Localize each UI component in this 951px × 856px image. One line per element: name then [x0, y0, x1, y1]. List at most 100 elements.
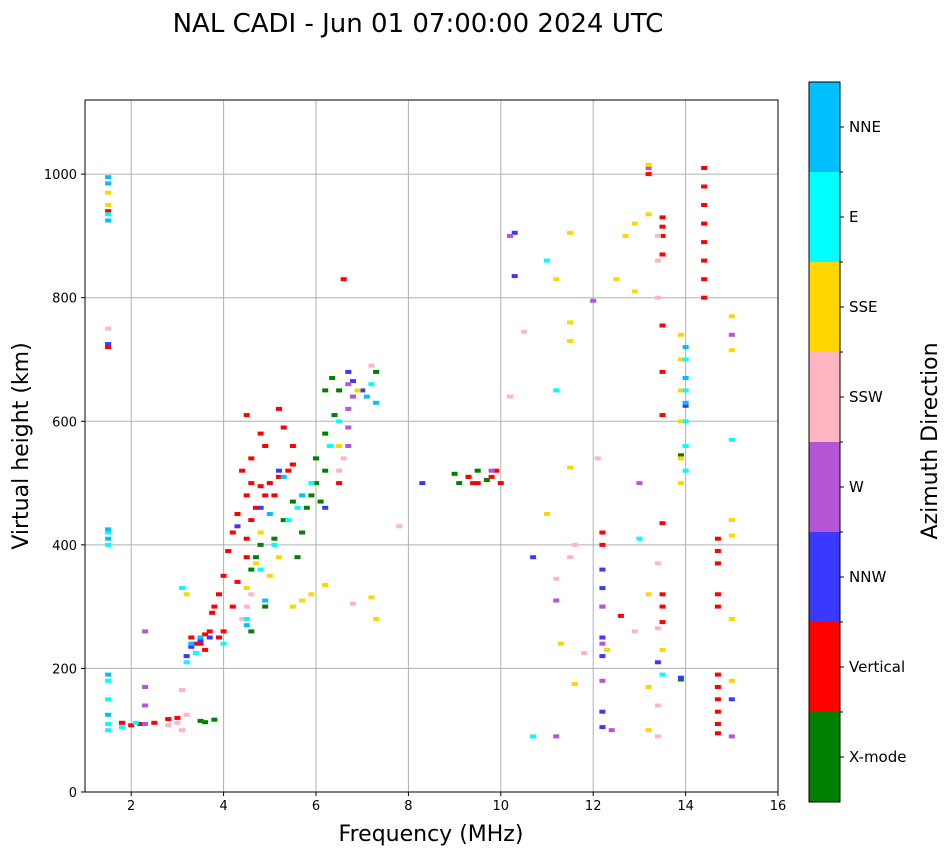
data-point	[659, 592, 666, 597]
data-point	[659, 604, 666, 609]
data-point	[345, 444, 352, 448]
data-point	[728, 697, 735, 702]
data-point	[239, 617, 246, 621]
data-point	[331, 413, 338, 418]
data-point	[682, 376, 689, 380]
data-point	[142, 703, 149, 708]
data-point	[243, 617, 250, 621]
data-point	[553, 734, 560, 739]
data-point	[243, 586, 250, 591]
x-tick-label: 8	[404, 799, 412, 814]
data-point	[252, 561, 259, 566]
data-point	[368, 382, 375, 387]
data-point	[659, 233, 666, 238]
data-point	[728, 332, 735, 337]
data-point	[234, 512, 241, 516]
data-point	[701, 221, 708, 226]
data-point	[262, 604, 269, 609]
data-point	[192, 651, 199, 655]
data-point	[289, 604, 296, 609]
data-point	[659, 369, 666, 374]
colorbar-label: W	[849, 478, 864, 496]
data-point	[216, 635, 222, 640]
data-point	[373, 369, 380, 374]
data-point	[202, 632, 209, 637]
data-point	[645, 166, 652, 170]
data-point	[682, 357, 689, 362]
data-point	[359, 388, 366, 393]
data-point	[594, 456, 601, 461]
data-point	[276, 406, 282, 411]
colorbar-swatch	[809, 82, 840, 172]
data-point	[243, 555, 250, 560]
data-point	[271, 542, 278, 547]
data-point	[345, 382, 352, 387]
data-point	[326, 444, 333, 448]
data-point	[659, 323, 666, 328]
data-point	[497, 481, 504, 486]
data-point	[553, 388, 560, 393]
data-point	[714, 697, 721, 702]
data-point	[553, 277, 560, 282]
data-point	[701, 203, 708, 207]
colorbar-label: E	[849, 208, 858, 226]
data-point	[714, 722, 721, 726]
data-point	[678, 675, 684, 680]
data-point	[220, 641, 227, 646]
data-point	[659, 215, 666, 220]
grid-lines	[85, 100, 779, 793]
x-tick-label: 12	[585, 799, 602, 814]
data-point	[216, 592, 222, 597]
data-point	[322, 468, 329, 473]
data-point	[701, 184, 708, 189]
data-point	[183, 654, 190, 659]
data-point	[590, 298, 597, 303]
data-point	[604, 647, 611, 652]
data-point	[276, 468, 282, 473]
data-point	[262, 493, 269, 498]
x-tick-label: 4	[219, 799, 227, 814]
data-point	[248, 456, 255, 461]
data-point	[567, 555, 574, 560]
data-point	[470, 481, 477, 486]
data-point	[105, 326, 112, 331]
data-point	[645, 172, 652, 177]
data-point	[336, 388, 343, 393]
data-point	[248, 518, 255, 523]
data-point	[105, 175, 112, 180]
data-point	[276, 555, 282, 560]
data-point	[557, 641, 564, 646]
data-point	[567, 320, 574, 325]
data-point	[714, 672, 721, 677]
data-point	[299, 598, 306, 603]
data-point	[714, 536, 721, 541]
data-point	[340, 277, 347, 282]
data-point	[701, 277, 708, 282]
data-point	[714, 549, 721, 553]
data-point	[165, 717, 172, 722]
data-point	[257, 431, 264, 436]
colorbar-swatch	[809, 172, 840, 262]
data-point	[645, 212, 652, 217]
colorbar-label: SSE	[849, 298, 878, 316]
data-point	[682, 388, 689, 393]
y-tick-label: 400	[52, 539, 77, 554]
data-point	[183, 712, 190, 717]
data-point	[474, 468, 481, 473]
data-point	[276, 474, 282, 479]
data-point	[520, 329, 527, 334]
data-point	[350, 394, 356, 399]
data-point	[493, 468, 500, 473]
data-point	[682, 444, 689, 448]
y-tick-label: 200	[52, 662, 77, 677]
data-point	[544, 258, 550, 263]
y-tick-label: 600	[52, 415, 77, 430]
data-point	[336, 419, 343, 424]
data-point	[197, 641, 204, 646]
data-point	[728, 348, 735, 353]
y-axis-ticks: 0 200 400 600 800 1000	[44, 168, 85, 801]
data-point	[336, 444, 343, 448]
data-point	[119, 725, 125, 730]
data-point	[308, 592, 315, 597]
data-point	[313, 456, 319, 461]
